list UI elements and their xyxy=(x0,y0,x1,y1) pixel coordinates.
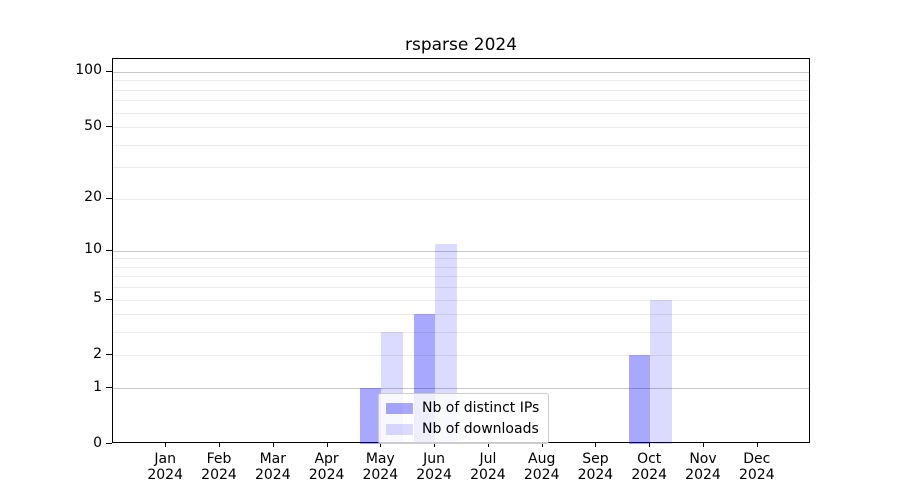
x-tick-year: 2024 xyxy=(254,467,291,483)
x-tick-mark xyxy=(487,443,489,447)
legend-swatch-downloads xyxy=(386,423,413,435)
x-tick-label: Oct 2024 xyxy=(614,451,684,483)
x-tick-label: Dec 2024 xyxy=(722,451,792,483)
gridline-minor xyxy=(113,198,809,200)
x-tick-label: Feb 2024 xyxy=(184,451,254,483)
x-tick-year: 2024 xyxy=(470,467,506,483)
x-tick-label: Jan 2024 xyxy=(130,451,200,483)
x-tick-month: Jun xyxy=(423,451,446,467)
y-tick-mark xyxy=(106,298,112,300)
x-tick-label: Mar 2024 xyxy=(238,451,308,483)
y-tick-label: 10 xyxy=(84,241,102,258)
x-tick-month: Aug xyxy=(528,451,556,467)
x-tick-month: Jul xyxy=(479,451,497,467)
x-tick-mark xyxy=(272,443,274,447)
plot-area xyxy=(112,58,810,444)
bar-nb-of-distinct-ips xyxy=(628,355,651,444)
x-tick-year: 2024 xyxy=(738,467,775,483)
x-tick-label: Jul 2024 xyxy=(453,451,523,483)
x-tick-year: 2024 xyxy=(416,467,452,483)
x-tick-label: Sep 2024 xyxy=(560,451,630,483)
gridline-minor xyxy=(113,80,809,82)
x-tick-mark xyxy=(165,443,167,447)
gridline-minor xyxy=(113,144,809,146)
legend-row-downloads: Nb of downloads xyxy=(386,421,539,437)
x-tick-year: 2024 xyxy=(308,467,345,483)
x-tick-year: 2024 xyxy=(631,467,667,483)
gridline-minor xyxy=(113,332,809,334)
x-tick-year: 2024 xyxy=(147,467,183,483)
y-tick-label: 20 xyxy=(84,189,102,205)
x-tick-month: Mar xyxy=(259,451,286,467)
x-tick-month: Sep xyxy=(582,451,609,467)
y-tick-mark xyxy=(106,126,112,127)
x-tick-month: Feb xyxy=(206,451,232,467)
x-tick-mark xyxy=(434,443,436,447)
x-tick-month: Nov xyxy=(689,451,717,467)
y-tick-label: 2 xyxy=(93,345,102,362)
y-tick-mark xyxy=(106,443,112,444)
x-tick-mark xyxy=(756,443,758,447)
legend-label-distinct-ips: Nb of distinct IPs xyxy=(422,400,540,416)
x-tick-year: 2024 xyxy=(685,467,721,483)
y-tick-label: 0 xyxy=(93,434,102,451)
gridline-minor xyxy=(113,276,809,278)
y-tick-mark xyxy=(106,387,112,389)
bar-nb-of-distinct-ips xyxy=(359,388,382,444)
x-tick-mark xyxy=(380,443,382,447)
y-tick-mark xyxy=(106,197,112,199)
x-tick-label: Aug 2024 xyxy=(507,451,577,483)
y-tick-label: 100 xyxy=(75,62,102,79)
x-tick-month: May xyxy=(365,451,395,467)
x-tick-mark xyxy=(703,443,704,447)
x-tick-label: Jun 2024 xyxy=(399,451,469,483)
chart-title: rsparse 2024 xyxy=(404,35,518,55)
x-tick-mark xyxy=(649,443,651,447)
x-tick-month: Dec xyxy=(743,451,771,467)
x-tick-year: 2024 xyxy=(577,467,614,483)
gridline-minor xyxy=(113,258,809,260)
y-tick-label: 50 xyxy=(84,117,102,134)
gridline-major xyxy=(113,71,809,73)
gridline-major xyxy=(113,250,809,252)
y-tick-label: 1 xyxy=(93,378,102,395)
gridline-minor xyxy=(113,100,809,102)
x-tick-mark xyxy=(326,443,328,447)
x-tick-label: Apr 2024 xyxy=(292,451,362,483)
gridline-minor xyxy=(113,266,809,268)
y-tick-mark xyxy=(106,70,112,72)
gridline-minor xyxy=(113,112,809,114)
y-tick-mark xyxy=(106,249,112,251)
x-tick-month: Jan xyxy=(154,451,176,467)
gridline-minor xyxy=(113,89,809,91)
legend-swatch-distinct-ips xyxy=(386,402,413,414)
x-tick-month: Oct xyxy=(637,451,662,467)
x-tick-label: Nov 2024 xyxy=(668,451,738,483)
bar-nb-of-downloads xyxy=(650,299,672,444)
gridline-minor xyxy=(113,299,809,301)
x-tick-mark xyxy=(541,443,543,447)
gridline-minor xyxy=(113,167,809,169)
gridline-minor xyxy=(113,355,809,357)
x-tick-month: Apr xyxy=(314,451,339,467)
gridline-minor xyxy=(113,314,809,316)
legend-row-distinct-ips: Nb of distinct IPs xyxy=(386,400,539,416)
x-tick-mark xyxy=(219,443,220,447)
gridline-major xyxy=(113,388,809,390)
legend: Nb of distinct IPs Nb of downloads xyxy=(378,393,550,444)
x-tick-mark xyxy=(595,443,597,447)
x-tick-year: 2024 xyxy=(362,467,399,483)
x-tick-year: 2024 xyxy=(201,467,237,483)
gridline-minor xyxy=(113,127,809,128)
y-tick-mark xyxy=(106,354,112,356)
legend-label-downloads: Nb of downloads xyxy=(422,421,539,437)
x-tick-label: May 2024 xyxy=(345,451,415,483)
gridline-minor xyxy=(113,287,809,289)
y-tick-label: 5 xyxy=(93,290,102,306)
x-tick-year: 2024 xyxy=(523,467,560,483)
